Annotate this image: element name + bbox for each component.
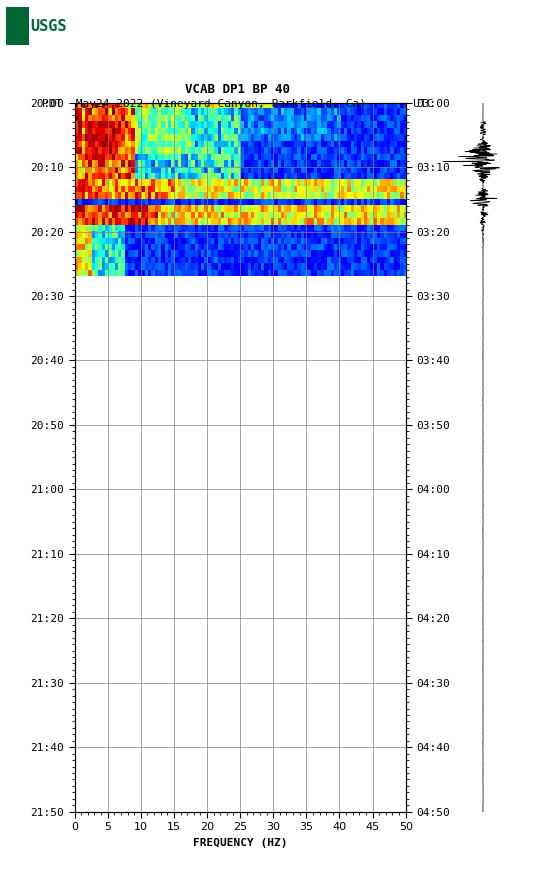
Text: VCAB DP1 BP 40: VCAB DP1 BP 40 [185, 83, 290, 96]
FancyBboxPatch shape [6, 7, 29, 45]
X-axis label: FREQUENCY (HZ): FREQUENCY (HZ) [193, 838, 288, 847]
Text: USGS: USGS [31, 20, 67, 34]
Text: PDT  May24,2022 (Vineyard Canyon, Parkfield, Ca)       UTC: PDT May24,2022 (Vineyard Canyon, Parkfie… [41, 99, 433, 109]
